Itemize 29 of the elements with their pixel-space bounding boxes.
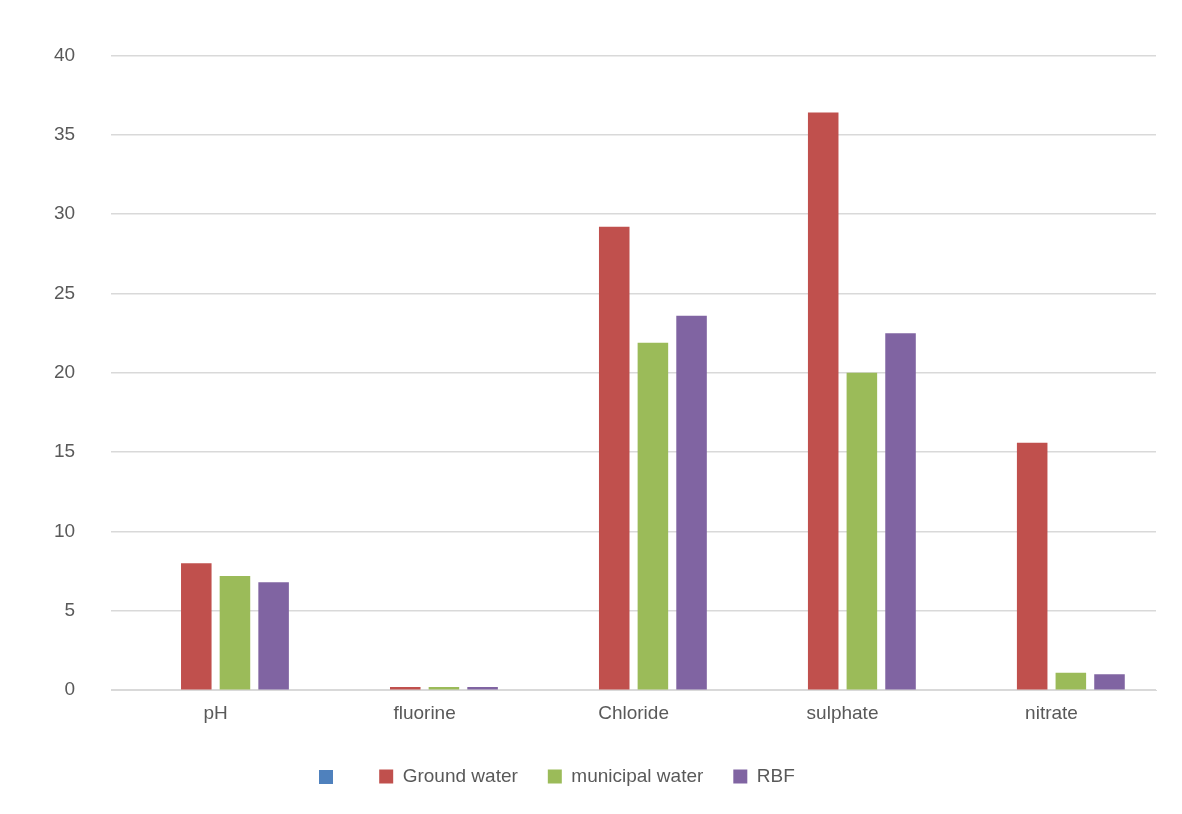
bar [885,333,916,690]
bar [219,575,251,690]
bar [181,563,212,690]
bar [1055,672,1087,690]
x-tick-label: sulphate [806,701,879,723]
x-tick-label: fluorine [393,701,456,723]
bar [598,226,630,690]
bar [637,342,669,690]
y-tick-label: 35 [53,122,76,144]
legend-label: RBF [756,764,795,786]
y-tick-label: 0 [64,678,76,700]
legend-label: municipal water [571,764,704,786]
x-tick-label: Chloride [598,701,669,723]
y-tick-label: 40 [53,43,76,65]
y-tick-label: 5 [64,599,76,621]
x-tick-label: nitrate [1025,701,1078,723]
bar [1094,674,1125,690]
y-tick-label: 10 [53,519,76,541]
legend-label: Ground water [402,764,519,786]
bar [676,315,707,690]
bar [846,372,878,690]
x-tick-label: pH [203,701,228,723]
y-tick-label: 25 [53,281,76,303]
bar [1016,442,1048,690]
y-tick-label: 15 [53,440,76,462]
y-tick-label: 20 [53,361,76,383]
bar [258,582,289,690]
y-tick-label: 30 [53,202,76,224]
bar [807,112,839,690]
